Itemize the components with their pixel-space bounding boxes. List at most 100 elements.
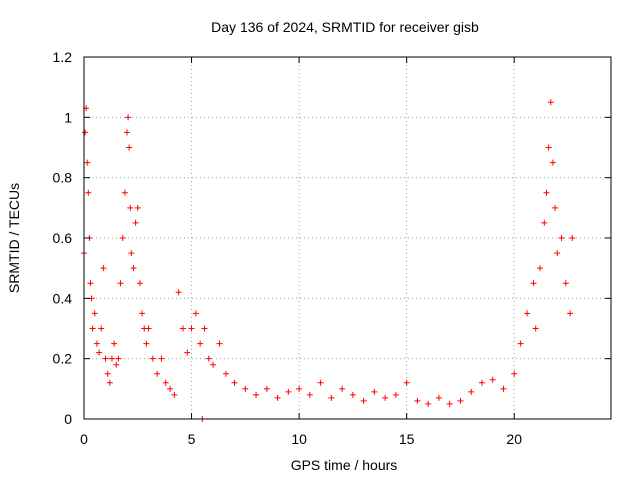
x-tick-label: 0 (80, 431, 88, 447)
data-point (124, 129, 131, 136)
data-point (296, 385, 303, 392)
data-point (274, 394, 281, 401)
data-point (489, 376, 496, 383)
data-point (517, 340, 524, 347)
data-point (127, 204, 134, 211)
data-point (371, 388, 378, 395)
data-point (547, 99, 554, 106)
data-point (446, 400, 453, 407)
y-axis-ticks: 0 0.2 0.4 0.6 0.8 1 1.2 (53, 49, 611, 427)
data-point (130, 265, 137, 272)
data-point (524, 310, 531, 317)
data-point (545, 144, 552, 151)
data-points (81, 99, 576, 422)
data-point (125, 114, 132, 121)
data-point (554, 250, 561, 257)
data-point (242, 385, 249, 392)
data-point (360, 397, 367, 404)
data-point (567, 310, 574, 317)
data-point (197, 340, 204, 347)
data-point (192, 310, 199, 317)
data-point (210, 361, 217, 368)
y-tick-label: 0.4 (53, 290, 73, 306)
data-point (541, 219, 548, 226)
data-point (96, 349, 103, 356)
data-point (328, 394, 335, 401)
data-point (349, 391, 356, 398)
data-point (167, 385, 174, 392)
data-point (145, 325, 152, 332)
data-point (457, 397, 464, 404)
data-point (468, 388, 475, 395)
y-tick-label: 1.2 (53, 49, 73, 65)
data-point (532, 325, 539, 332)
data-point (253, 391, 260, 398)
data-point (478, 379, 485, 386)
data-point (85, 189, 92, 196)
data-point (188, 325, 195, 332)
chart-title: Day 136 of 2024, SRMTID for receiver gis… (211, 19, 479, 35)
data-point (530, 280, 537, 287)
x-tick-label: 20 (506, 431, 522, 447)
x-tick-label: 15 (399, 431, 415, 447)
data-point (128, 250, 135, 257)
data-point (222, 370, 229, 377)
data-point (549, 159, 556, 166)
data-point (102, 355, 109, 362)
data-point (543, 189, 550, 196)
plot-frame (83, 56, 612, 420)
data-point (111, 340, 118, 347)
data-point (403, 379, 410, 386)
data-point (537, 265, 544, 272)
data-point (154, 370, 161, 377)
data-point (435, 394, 442, 401)
data-point (87, 280, 94, 287)
y-tick-label: 1 (64, 109, 72, 125)
data-point (136, 280, 143, 287)
data-point (562, 280, 569, 287)
data-point (143, 340, 150, 347)
data-point (392, 391, 399, 398)
x-axis-ticks: 0 5 10 15 20 (80, 57, 522, 447)
data-point (231, 379, 238, 386)
data-point (132, 219, 139, 226)
y-tick-label: 0.8 (53, 170, 73, 186)
data-point (184, 349, 191, 356)
data-point (108, 355, 115, 362)
data-point (382, 394, 389, 401)
data-point (126, 144, 133, 151)
x-axis-label: GPS time / hours (291, 457, 398, 473)
data-point (201, 325, 208, 332)
data-point (205, 355, 212, 362)
data-point (113, 361, 120, 368)
data-point (139, 310, 146, 317)
data-point (119, 235, 126, 241)
y-tick-label: 0 (64, 411, 72, 427)
x-tick-label: 5 (188, 431, 196, 447)
data-point (569, 235, 576, 241)
data-point (414, 397, 421, 404)
data-point (171, 391, 178, 398)
grid-layer (84, 57, 611, 419)
x-tick-label: 10 (291, 431, 307, 447)
data-point (552, 204, 559, 211)
data-point (100, 265, 107, 272)
data-point (91, 310, 98, 317)
y-tick-label: 0.2 (53, 351, 73, 367)
data-point (121, 189, 128, 196)
data-point (104, 370, 111, 377)
data-point (106, 379, 113, 386)
data-point (179, 325, 186, 332)
data-point (149, 355, 156, 362)
data-point (134, 204, 141, 211)
data-point (117, 280, 124, 287)
data-point (511, 370, 518, 377)
data-point (115, 355, 122, 362)
data-point (306, 391, 313, 398)
data-point (82, 129, 89, 136)
data-point (158, 355, 165, 362)
data-point (317, 379, 324, 386)
y-axis-label: SRMTID / TECUs (6, 183, 22, 293)
data-point (285, 388, 292, 395)
data-point (558, 235, 565, 241)
